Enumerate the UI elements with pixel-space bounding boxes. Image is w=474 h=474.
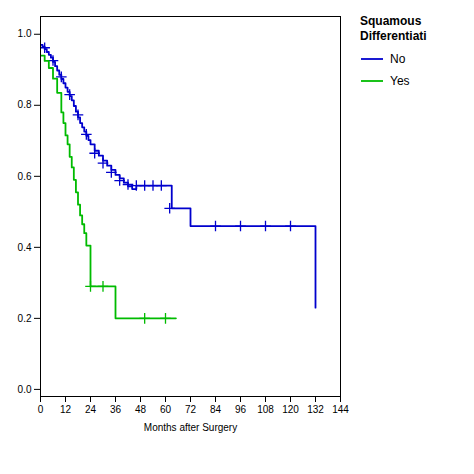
svg-text:60: 60: [160, 404, 172, 415]
svg-text:1.0: 1.0: [18, 28, 32, 39]
svg-text:Months after Surgery: Months after Surgery: [144, 422, 237, 433]
svg-text:0.2: 0.2: [18, 313, 32, 324]
html-text:Differentiati: Differentiati: [360, 29, 427, 43]
svg-text:24: 24: [85, 404, 97, 415]
svg-text:0.8: 0.8: [18, 99, 32, 110]
svg-text:108: 108: [257, 404, 274, 415]
svg-text:0.0: 0.0: [18, 384, 32, 395]
svg-text:120: 120: [282, 404, 299, 415]
svg-text:36: 36: [110, 404, 122, 415]
svg-text:0.4: 0.4: [18, 242, 32, 253]
svg-text:84: 84: [210, 404, 222, 415]
svg-text:144: 144: [332, 404, 349, 415]
svg-text:12: 12: [60, 404, 72, 415]
html-text:Yes: Yes: [390, 74, 410, 88]
svg-text:72: 72: [185, 404, 197, 415]
svg-text:132: 132: [307, 404, 324, 415]
html-text:Squamous: Squamous: [360, 14, 422, 28]
svg-text:96: 96: [235, 404, 247, 415]
svg-text:0.6: 0.6: [18, 171, 32, 182]
svg-text:48: 48: [135, 404, 147, 415]
svg-text:0: 0: [38, 404, 44, 415]
html-text:No: No: [390, 52, 406, 66]
